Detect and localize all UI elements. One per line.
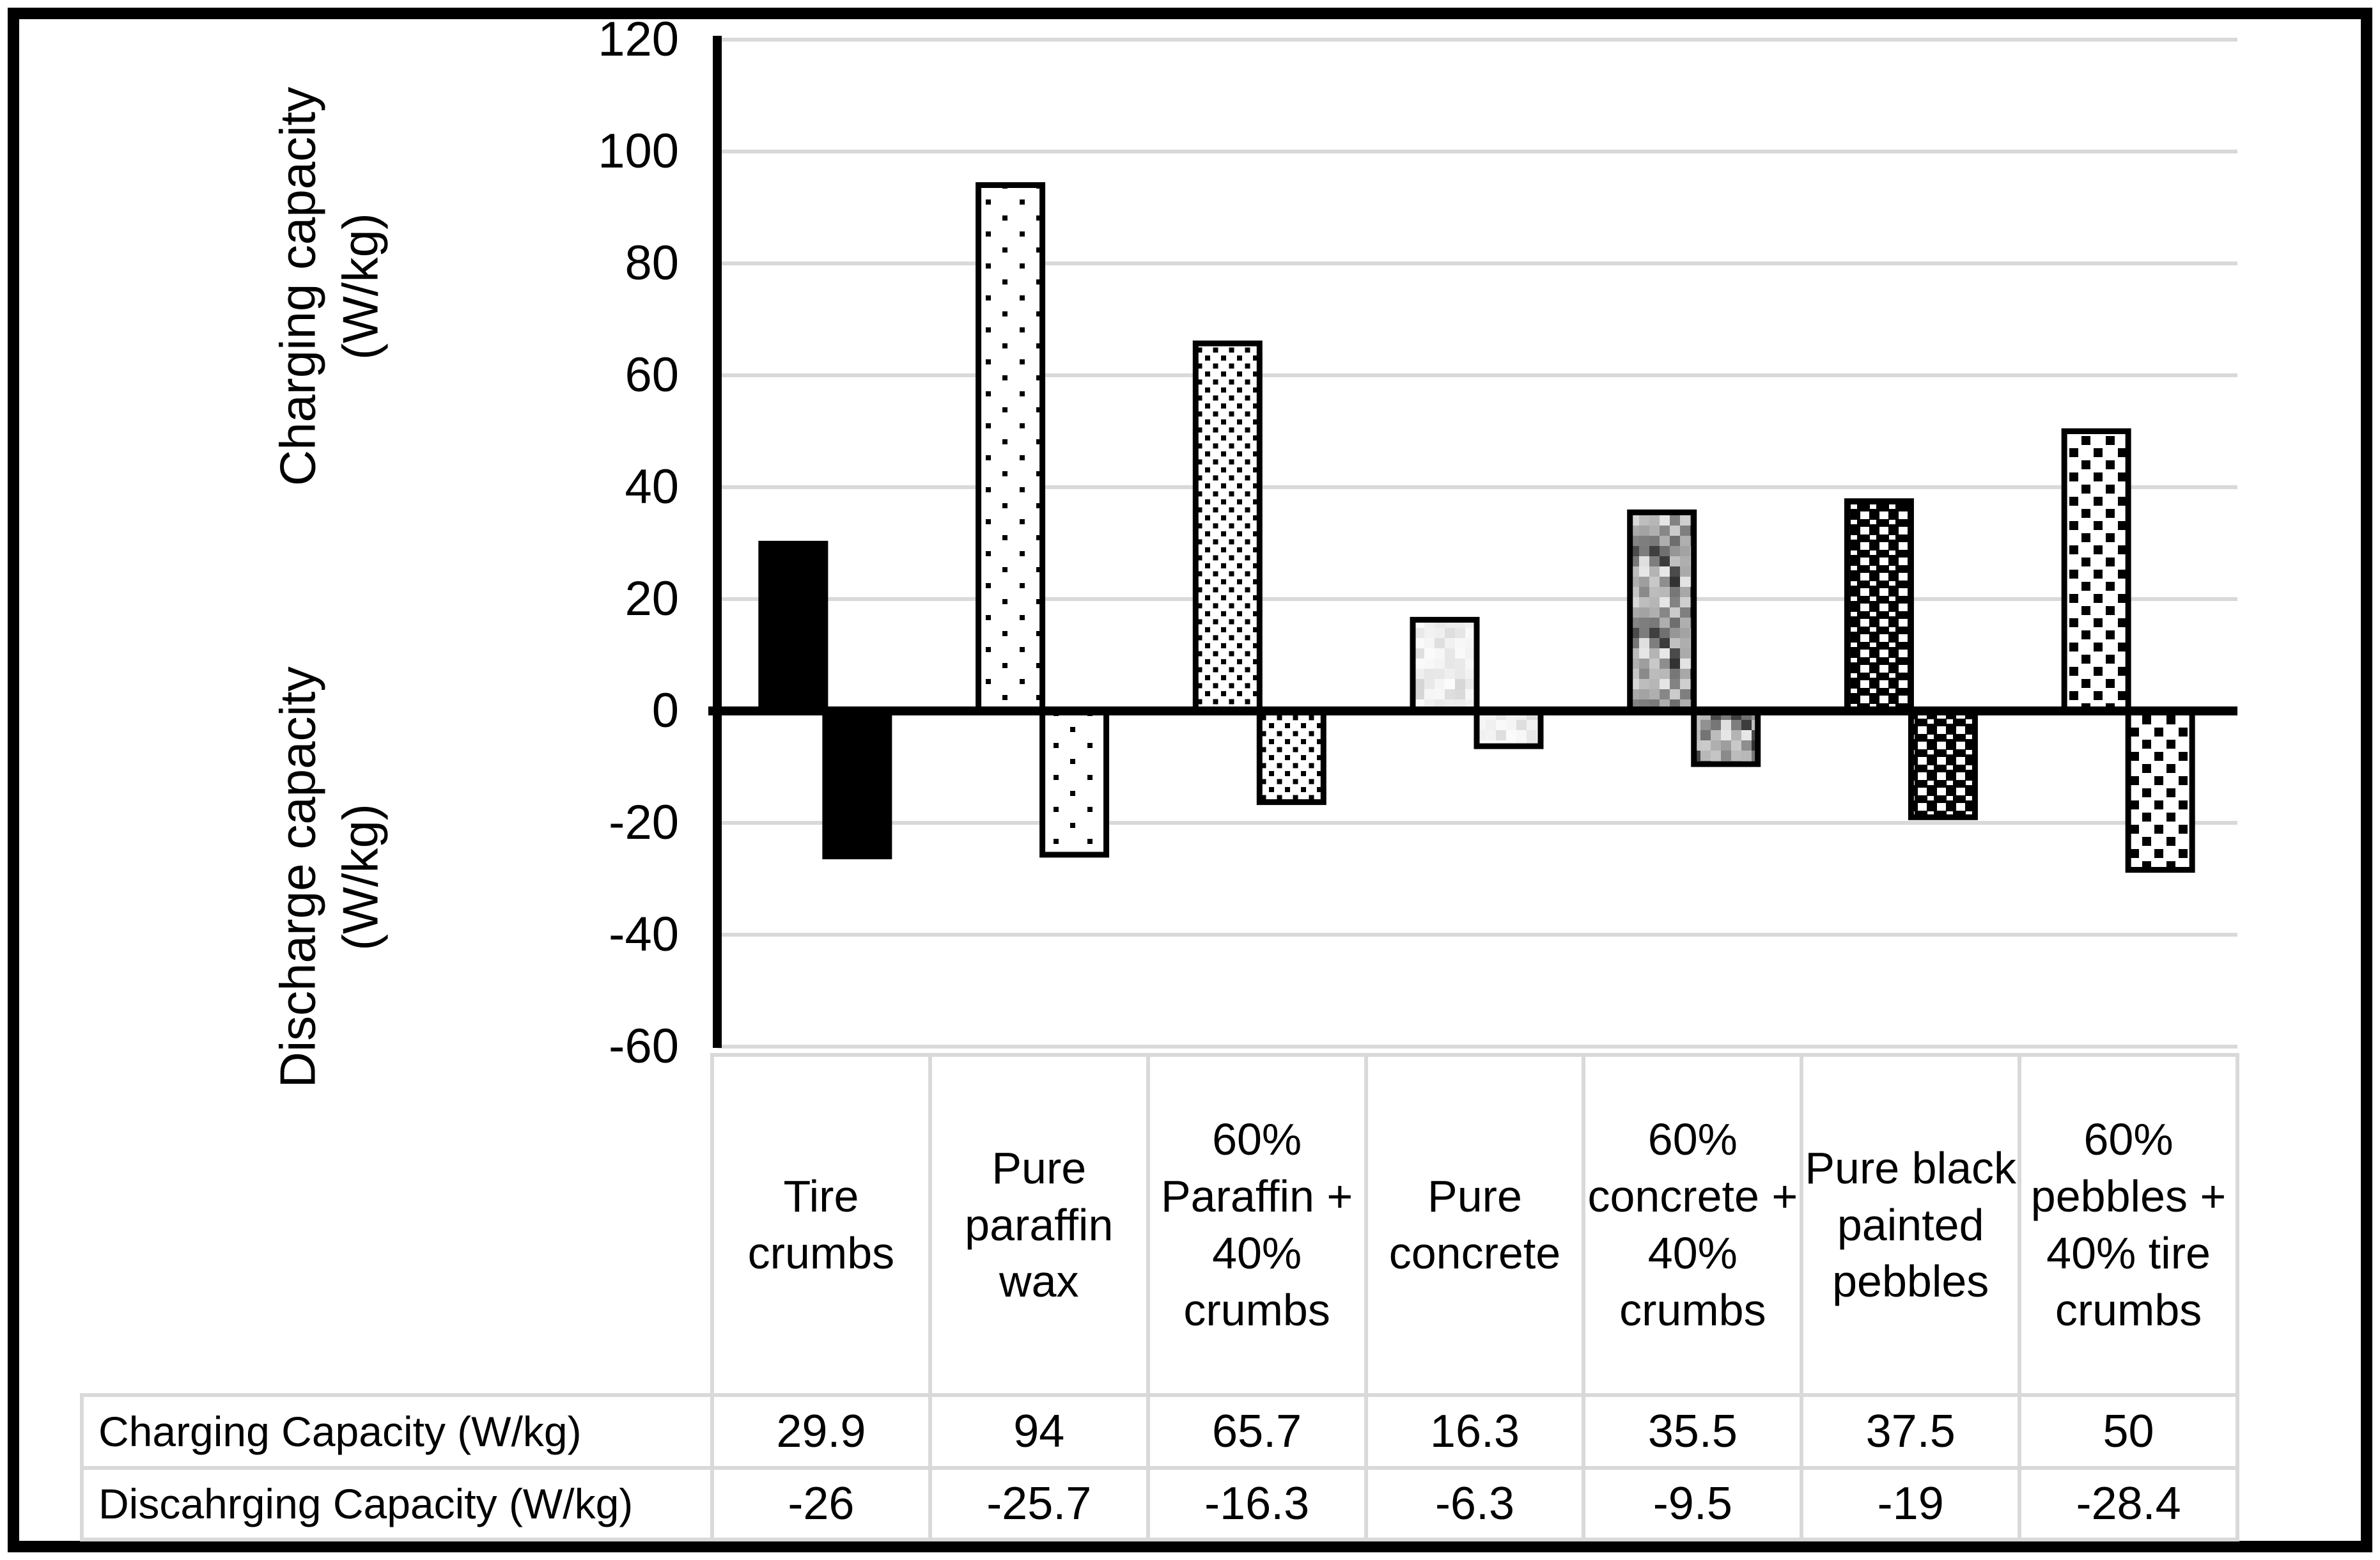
y-tick-label: 0	[651, 683, 679, 738]
value-cell: 94	[1013, 1406, 1065, 1457]
y-tick-label: -20	[609, 795, 679, 850]
value-cell: -26	[788, 1478, 855, 1529]
value-cell: -16.3	[1204, 1478, 1310, 1529]
bar-charging-1	[976, 182, 1046, 714]
value-cell: 35.5	[1647, 1406, 1738, 1457]
bar-series	[758, 182, 2195, 873]
value-cell: -9.5	[1653, 1478, 1732, 1529]
table-gridline	[80, 1538, 2239, 1541]
table-gridline	[80, 1466, 2239, 1470]
bar-discharging-5	[1908, 708, 1978, 820]
bar-charging-5	[1844, 498, 1914, 714]
table-gridline	[1800, 1055, 1804, 1540]
table-gridline	[1364, 1055, 1368, 1540]
value-cell: 65.7	[1212, 1406, 1302, 1457]
table-gridline	[2236, 1055, 2239, 1540]
bar-charging-4	[1627, 509, 1697, 714]
bar-charging-3	[1410, 616, 1480, 714]
table-gridline	[710, 1055, 714, 1540]
table-gridline	[928, 1055, 932, 1540]
bar-chart-plot	[708, 36, 2237, 1049]
table-gridline	[80, 1393, 2239, 1397]
value-cell: -6.3	[1435, 1478, 1515, 1529]
y-tick-label: 20	[625, 572, 679, 626]
category-header-cell: Pure black painted pebbles	[1805, 1143, 2017, 1307]
table-gridline	[1146, 1055, 1150, 1540]
bar-charging-2	[1192, 340, 1263, 714]
y-tick-label: -40	[609, 907, 679, 962]
category-header-cell: Tire crumbs	[747, 1171, 895, 1278]
discharging-row-label: Discahrging Capacity (W/kg)	[98, 1480, 634, 1527]
category-header-cell: Pure concrete	[1388, 1171, 1561, 1278]
value-cell: 37.5	[1865, 1406, 1956, 1457]
y-tick-label: -60	[609, 1019, 679, 1073]
value-cell: 16.3	[1429, 1406, 1520, 1457]
y-tick-label: 60	[625, 348, 679, 402]
y-tick-label: 100	[598, 124, 679, 178]
category-header-cell: 60% Paraffin + 40% crumbs	[1160, 1114, 1353, 1335]
value-cell: -28.4	[2076, 1478, 2181, 1529]
category-header-cell: 60% pebbles + 40% tire crumbs	[2030, 1114, 2227, 1335]
value-cell: 29.9	[776, 1406, 866, 1457]
table-gridline	[710, 1053, 2239, 1057]
gridlines	[717, 38, 2237, 1049]
bar-discharging-1	[1039, 708, 1110, 858]
bar-discharging-6	[2125, 708, 2195, 873]
y-tick-label: 80	[625, 236, 679, 290]
bar-discharging-4	[1691, 708, 1761, 767]
category-header-cell: Pure paraffin wax	[965, 1143, 1114, 1307]
bar-charging-0	[758, 540, 828, 714]
table-gridline	[2018, 1055, 2022, 1540]
category-header-cell: 60% concrete + 40% crumbs	[1587, 1114, 1798, 1335]
value-cell: 50	[2103, 1406, 2154, 1457]
bar-charging-6	[2061, 428, 2131, 714]
y-tick-label: 40	[625, 460, 679, 514]
y-tick-label: 120	[598, 12, 679, 66]
table-gridline	[1582, 1055, 1586, 1540]
y-axis-tick-labels: 120 100 80 60 40 20 0 -20 -40 -60	[384, 0, 679, 1087]
charging-row-label: Charging Capacity (W/kg)	[98, 1408, 582, 1455]
value-cell: -25.7	[986, 1478, 1092, 1529]
value-cell: -19	[1877, 1478, 1944, 1529]
